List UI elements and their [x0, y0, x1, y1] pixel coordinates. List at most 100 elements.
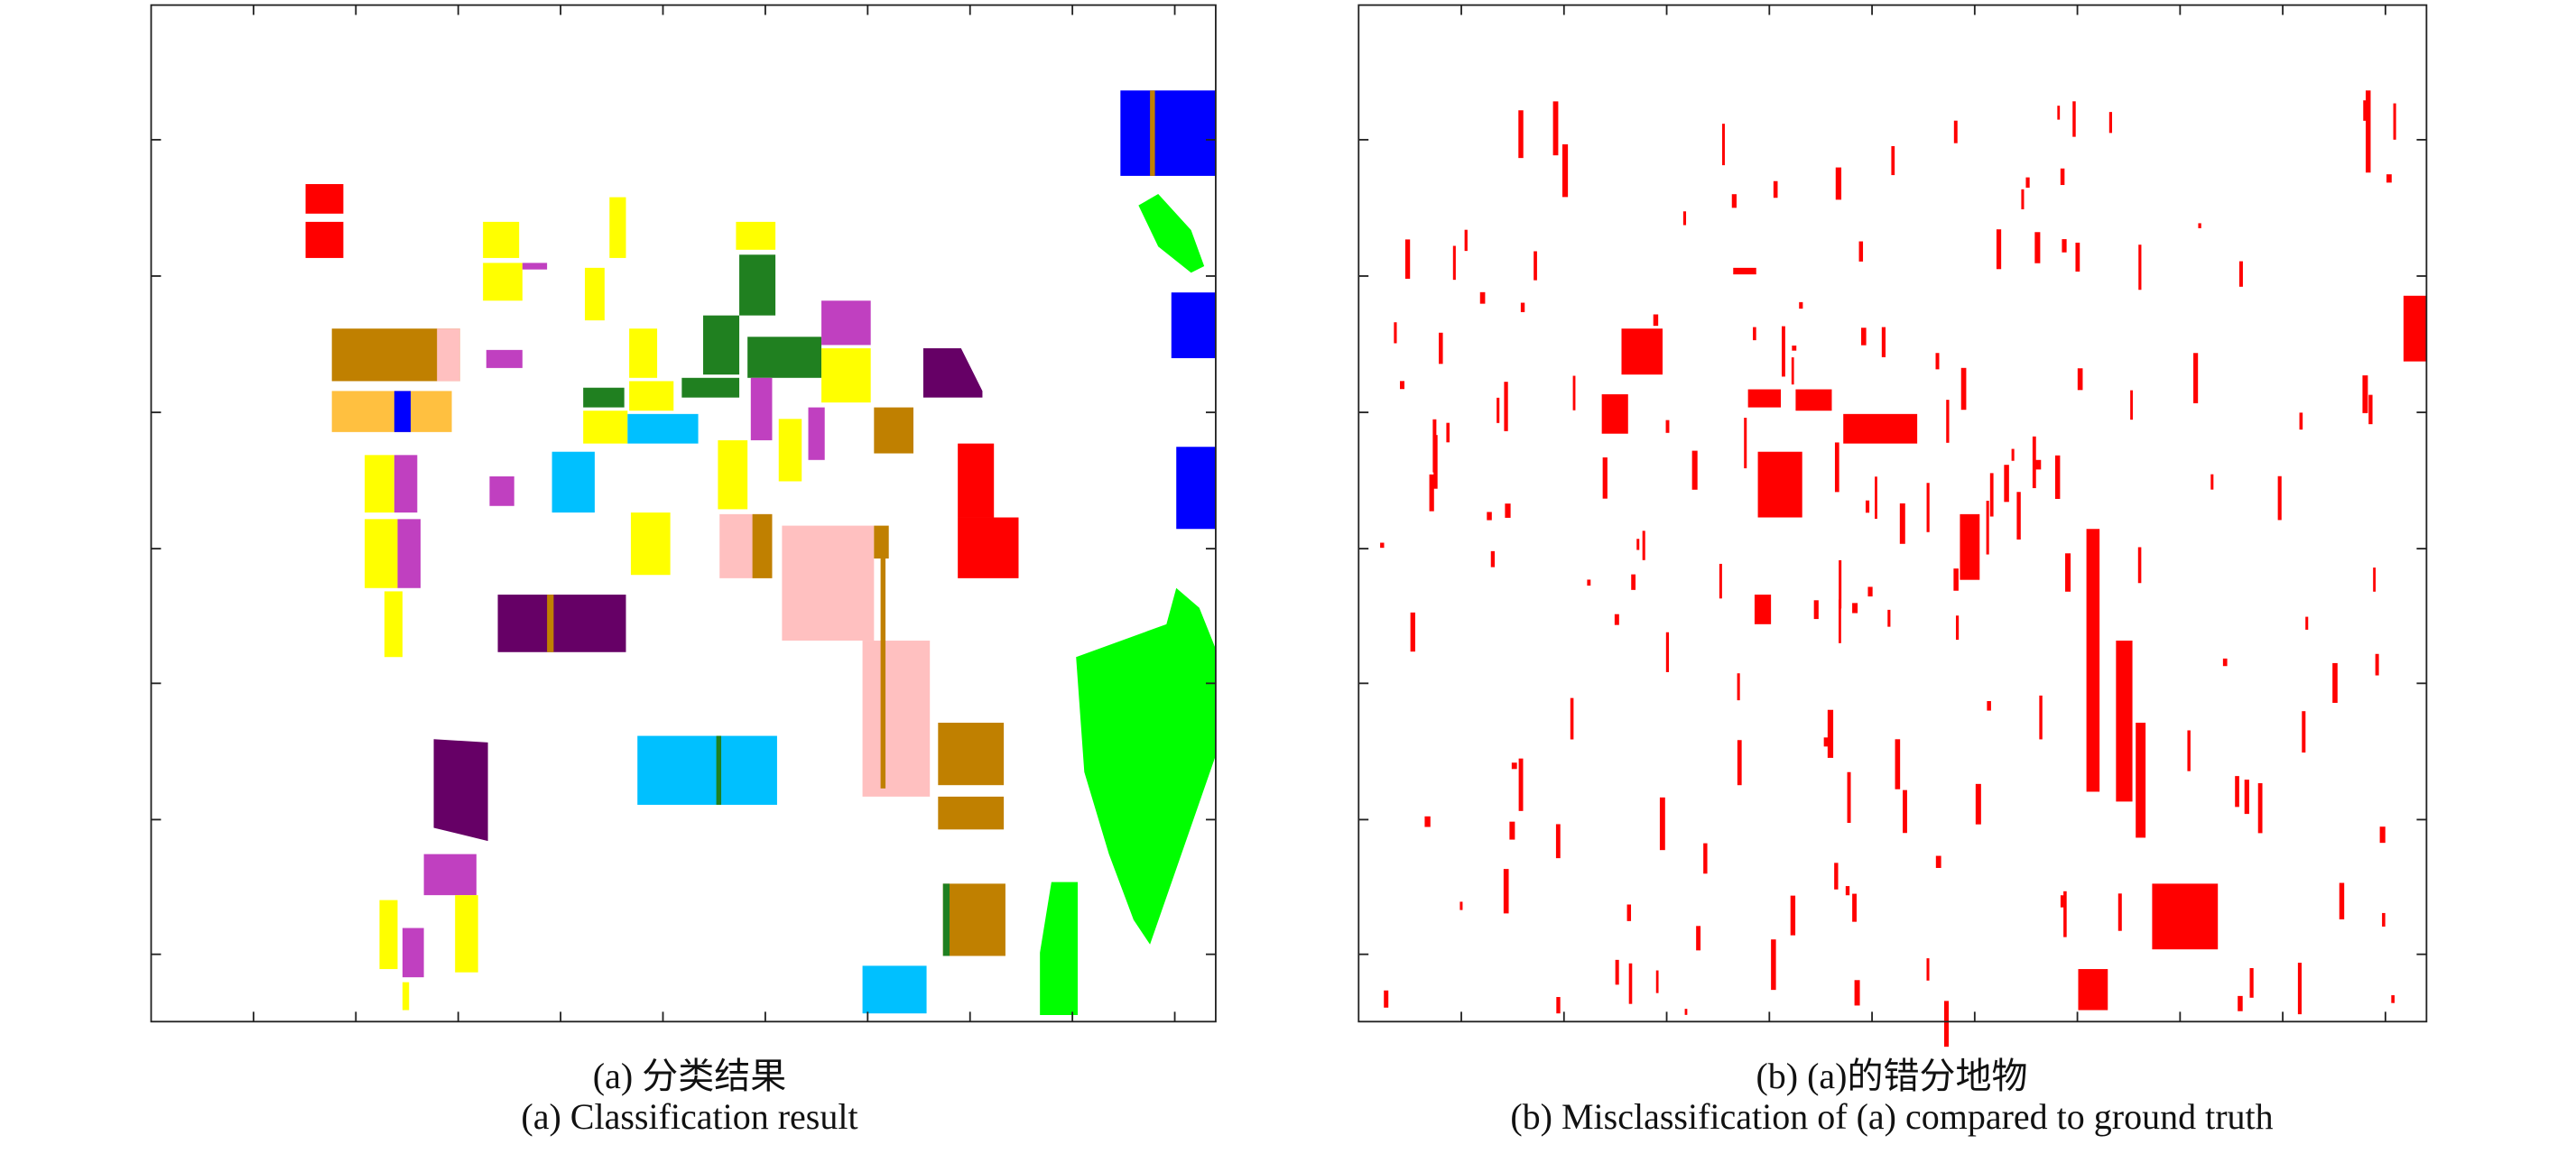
- error-pixel: [1496, 397, 1500, 423]
- error-pixel: [2062, 239, 2067, 253]
- map-region: [583, 387, 625, 408]
- error-pixel: [1926, 483, 1930, 532]
- caption-a-english: (a) Classification result: [521, 1096, 858, 1137]
- error-pixel: [1960, 367, 1967, 411]
- error-pixel: [1852, 603, 1858, 614]
- error-pixel: [2116, 641, 2133, 802]
- map-region: [938, 723, 1005, 786]
- error-pixel: [1626, 904, 1632, 921]
- map-region: [637, 735, 777, 806]
- error-pixel: [2039, 695, 2043, 740]
- error-pixel: [2108, 112, 2113, 134]
- error-pixel: [1835, 167, 1842, 200]
- error-pixel: [2366, 90, 2371, 173]
- error-pixel: [1561, 143, 1569, 198]
- error-pixel: [1861, 328, 1867, 346]
- error-pixel: [2072, 101, 2076, 137]
- classification-map: [150, 4, 1217, 1023]
- error-pixel: [2004, 465, 2009, 503]
- error-pixel: [1782, 326, 1785, 377]
- map-region: [874, 525, 889, 559]
- error-pixel: [2065, 553, 2071, 592]
- error-pixel: [2021, 189, 2025, 209]
- error-pixel: [1509, 821, 1515, 840]
- map-region: [1150, 90, 1155, 176]
- error-pixel: [1682, 211, 1687, 226]
- map-region: [874, 407, 914, 454]
- error-pixel: [1935, 353, 1940, 370]
- error-pixel: [1903, 789, 1907, 834]
- map-region: [938, 796, 1005, 830]
- error-pixel: [2403, 295, 2427, 362]
- error-pixel: [1703, 843, 1708, 874]
- error-pixel: [2299, 412, 2303, 430]
- map-region: [629, 328, 658, 378]
- map-region: [1040, 881, 1079, 1016]
- error-pixel: [1731, 194, 1737, 208]
- error-pixel: [1631, 574, 1636, 590]
- error-pixel: [1946, 400, 1950, 443]
- caption-b-chinese: (b) (a)的错分地物: [1756, 1056, 2028, 1096]
- map-region: [486, 349, 523, 368]
- error-pixel: [1852, 893, 1857, 922]
- map-region: [718, 439, 748, 510]
- error-pixel: [2016, 492, 2021, 540]
- error-pixel: [2362, 375, 2368, 413]
- error-pixel: [2137, 547, 2142, 584]
- error-pixel: [1996, 229, 2002, 270]
- map-region: [1076, 587, 1216, 945]
- map-region: [958, 443, 995, 518]
- map-region: [305, 221, 344, 258]
- error-pixel: [2238, 995, 2243, 1011]
- error-pixel: [1505, 503, 1511, 518]
- error-pixel: [1865, 500, 1870, 513]
- error-pixel: [1504, 382, 1508, 431]
- error-pixel: [1653, 314, 1659, 327]
- error-pixel: [2210, 474, 2214, 490]
- map-region: [716, 735, 722, 806]
- error-pixel: [1636, 539, 1640, 550]
- map-region: [423, 854, 477, 896]
- error-pixel: [2117, 893, 2122, 931]
- error-pixel: [1843, 413, 1918, 444]
- error-pixel: [2063, 891, 2067, 937]
- error-pixel: [1987, 701, 1991, 711]
- map-region: [547, 595, 554, 652]
- map-region: [483, 221, 520, 258]
- error-pixel: [2138, 245, 2142, 291]
- map-region: [630, 512, 671, 576]
- map-region: [1138, 193, 1205, 273]
- error-pixel: [1839, 599, 1841, 643]
- error-pixel: [1867, 586, 1873, 597]
- error-pixel: [1439, 332, 1443, 365]
- error-pixel: [1570, 697, 1574, 740]
- error-pixel: [1572, 375, 1576, 411]
- error-pixel: [1684, 1009, 1688, 1015]
- error-pixel: [1845, 886, 1850, 896]
- error-pixel: [1935, 855, 1941, 868]
- error-pixel: [1719, 563, 1722, 599]
- error-pixel: [1424, 816, 1431, 827]
- error-pixel: [2222, 658, 2228, 667]
- error-pixel: [1813, 600, 1819, 620]
- error-pixel: [1722, 124, 1725, 166]
- error-pixel: [2235, 776, 2239, 808]
- error-pixel: [2060, 895, 2064, 908]
- error-pixel: [2363, 100, 2368, 121]
- error-pixel: [2277, 475, 2282, 521]
- error-pixel: [1823, 737, 1830, 747]
- map-region: [629, 381, 674, 411]
- map-region: [681, 377, 740, 398]
- map-region: [821, 348, 871, 403]
- map-region: [958, 517, 1019, 578]
- error-pixel: [2034, 232, 2041, 263]
- map-region: [1176, 447, 1216, 530]
- error-pixel: [1503, 869, 1509, 914]
- error-pixel: [1733, 267, 1756, 275]
- map-region: [365, 519, 398, 588]
- error-pixel: [2086, 529, 2100, 792]
- error-pixel: [1943, 1001, 1950, 1048]
- error-pixel: [2297, 963, 2303, 1015]
- error-pixel: [2332, 662, 2338, 704]
